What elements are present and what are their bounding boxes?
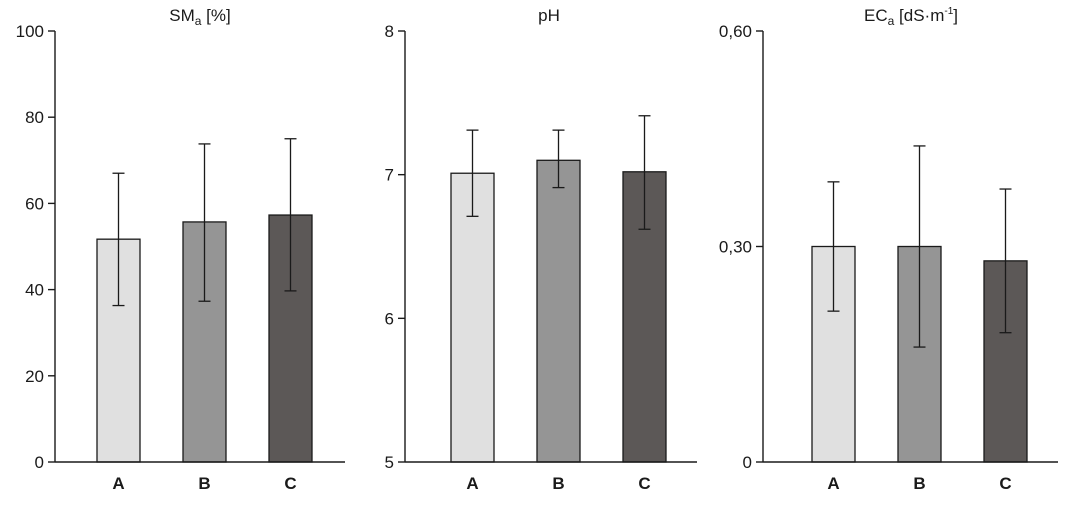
y-tick-label: 0 xyxy=(743,453,752,472)
x-tick-label: B xyxy=(913,474,925,493)
y-tick-label: 40 xyxy=(25,281,44,300)
chart-panel-3: 0 0,30 0,60 A B C ECa [dS·m-1] xyxy=(719,6,1058,493)
bar-B xyxy=(536,159,581,463)
error-bar-A xyxy=(112,172,125,307)
error-bar-A xyxy=(827,181,840,312)
y-tick-label: 0 xyxy=(35,453,44,472)
chart-panel-2: 5 6 7 8 A B CpH xyxy=(385,6,697,493)
y-tick-label: 100 xyxy=(16,22,44,41)
error-bar-C xyxy=(999,188,1012,334)
x-tick-label: A xyxy=(827,474,839,493)
y-tick-label: 0,60 xyxy=(719,22,752,41)
error-bar-B xyxy=(198,143,211,302)
x-tick-label: B xyxy=(552,474,564,493)
y-tick-label: 6 xyxy=(385,309,394,328)
bar-A xyxy=(450,172,495,463)
error-bar-B xyxy=(913,145,926,348)
y-tick-label: 20 xyxy=(25,367,44,386)
error-bar-C xyxy=(284,138,297,292)
x-tick-label: A xyxy=(466,474,478,493)
chart-panel-1: 0 20 40 60 80 100 A B C SMa [%] xyxy=(16,6,345,493)
x-tick-label: C xyxy=(284,474,296,493)
x-tick-label: A xyxy=(112,474,124,493)
error-bar-C xyxy=(638,115,651,230)
x-tick-label: C xyxy=(638,474,650,493)
y-tick-label: 7 xyxy=(385,166,394,185)
error-bar-B xyxy=(552,129,565,189)
chart-title: SMa [%] xyxy=(169,6,230,28)
y-tick-label: 5 xyxy=(385,453,394,472)
y-tick-label: 60 xyxy=(25,194,44,213)
y-tick-label: 8 xyxy=(385,22,394,41)
x-tick-label: B xyxy=(198,474,210,493)
y-tick-label: 0,30 xyxy=(719,238,752,257)
error-bar-A xyxy=(466,129,479,217)
chart-title: ECa [dS·m-1] xyxy=(864,6,958,28)
chart-title: pH xyxy=(538,6,560,25)
x-tick-label: C xyxy=(999,474,1011,493)
y-tick-label: 80 xyxy=(25,108,44,127)
